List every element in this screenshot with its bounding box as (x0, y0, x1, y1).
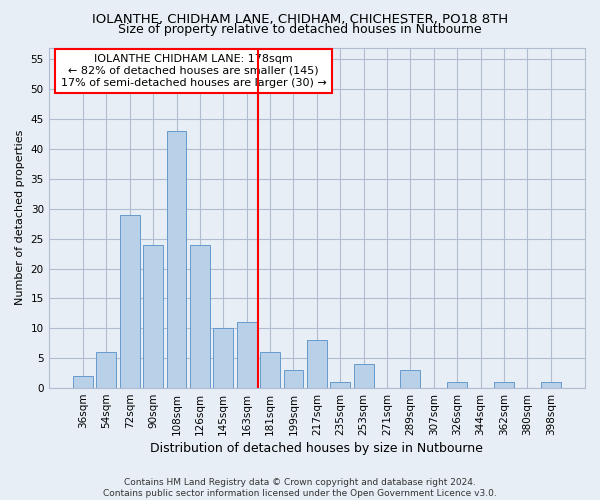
Y-axis label: Number of detached properties: Number of detached properties (15, 130, 25, 306)
Bar (167, 131, 187, 388)
Text: IOLANTHE, CHIDHAM LANE, CHIDHAM, CHICHESTER, PO18 8TH: IOLANTHE, CHIDHAM LANE, CHIDHAM, CHICHES… (92, 12, 508, 26)
Bar (447, 382, 467, 388)
Bar (237, 322, 257, 388)
Bar (400, 370, 421, 388)
Text: Contains HM Land Registry data © Crown copyright and database right 2024.
Contai: Contains HM Land Registry data © Crown c… (103, 478, 497, 498)
Bar (260, 352, 280, 388)
Bar (541, 382, 560, 388)
Text: Size of property relative to detached houses in Nutbourne: Size of property relative to detached ho… (118, 22, 482, 36)
Bar (214, 328, 233, 388)
Bar (97, 352, 116, 388)
Bar (353, 364, 374, 388)
Bar (494, 382, 514, 388)
Bar (330, 382, 350, 388)
Bar (120, 215, 140, 388)
X-axis label: Distribution of detached houses by size in Nutbourne: Distribution of detached houses by size … (151, 442, 483, 455)
Bar (73, 376, 93, 388)
Text: IOLANTHE CHIDHAM LANE: 178sqm
← 82% of detached houses are smaller (145)
17% of : IOLANTHE CHIDHAM LANE: 178sqm ← 82% of d… (61, 54, 326, 88)
Bar (190, 244, 210, 388)
Bar (307, 340, 327, 388)
Bar (143, 244, 163, 388)
Bar (284, 370, 304, 388)
